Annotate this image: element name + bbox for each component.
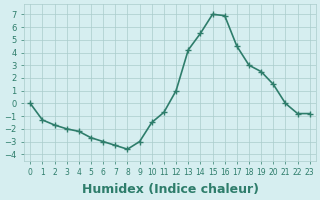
X-axis label: Humidex (Indice chaleur): Humidex (Indice chaleur) — [82, 183, 259, 196]
